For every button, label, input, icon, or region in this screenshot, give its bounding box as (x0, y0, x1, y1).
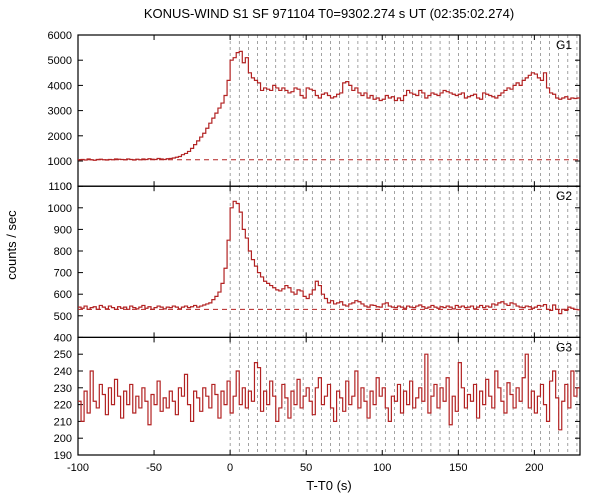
y-tick-label: 190 (54, 450, 72, 462)
y-tick-label: 500 (54, 311, 72, 323)
panel-1-label: G1 (556, 38, 572, 52)
panel-3-frame (78, 337, 580, 455)
x-tick-label: -100 (67, 462, 89, 474)
x-tick-label: 50 (300, 462, 312, 474)
y-tick-label: 600 (54, 289, 72, 301)
y-tick-label: 400 (54, 332, 72, 344)
panel-3-label: G3 (556, 340, 572, 354)
x-tick-label: 150 (449, 462, 467, 474)
y-tick-label: 1000 (48, 203, 72, 215)
y-tick-label: 700 (54, 268, 72, 280)
y-tick-label: 900 (54, 224, 72, 236)
x-tick-label: 0 (227, 462, 233, 474)
panel-1-frame (78, 35, 580, 186)
y-tick-label: 4000 (48, 80, 72, 92)
y-tick-label: 800 (54, 246, 72, 258)
panel-3-step-line (78, 354, 580, 430)
y-tick-label: 250 (54, 349, 72, 361)
chart-container: KONUS-WIND S1 SF 971104 T0=9302.274 s UT… (0, 0, 600, 500)
y-tick-label: 6000 (48, 30, 72, 42)
panel-2-label: G2 (556, 189, 572, 203)
y-tick-label: 240 (54, 366, 72, 378)
y-tick-label: 230 (54, 383, 72, 395)
panel-1-step-line (78, 51, 580, 160)
y-tick-label: 1000 (48, 156, 72, 168)
x-axis-label: T-T0 (s) (306, 478, 352, 493)
y-tick-label: 2000 (48, 131, 72, 143)
y-tick-label: 220 (54, 400, 72, 412)
x-tick-label: 100 (373, 462, 391, 474)
x-tick-label: 200 (525, 462, 543, 474)
chart-title: KONUS-WIND S1 SF 971104 T0=9302.274 s UT… (144, 6, 514, 21)
panel-2-frame (78, 186, 580, 337)
y-tick-label: 1100 (48, 181, 72, 193)
x-tick-label: -50 (146, 462, 162, 474)
y-tick-label: 210 (54, 416, 72, 428)
y-axis-label: counts / sec (4, 210, 19, 280)
panel-2-step-line (78, 201, 580, 313)
y-tick-label: 3000 (48, 106, 72, 118)
chart-svg: KONUS-WIND S1 SF 971104 T0=9302.274 s UT… (0, 0, 600, 500)
y-tick-label: 200 (54, 433, 72, 445)
y-tick-label: 5000 (48, 55, 72, 67)
